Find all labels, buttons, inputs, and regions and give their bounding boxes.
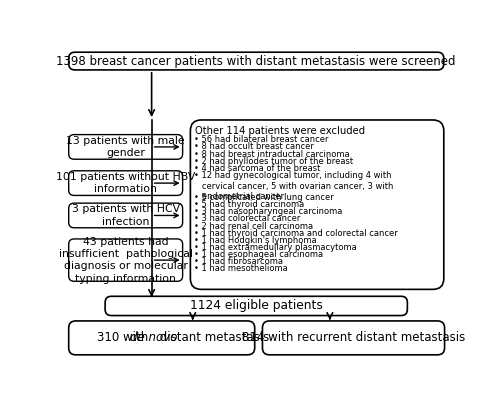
FancyBboxPatch shape [68, 135, 182, 159]
FancyBboxPatch shape [68, 171, 182, 195]
Text: • 3 had colorectal cancer: • 3 had colorectal cancer [194, 214, 300, 223]
Text: • 3 had nasopharyngeal carcinoma: • 3 had nasopharyngeal carcinoma [194, 208, 342, 216]
Text: • 1 had thyroid carcinoma and colorectal cancer: • 1 had thyroid carcinoma and colorectal… [194, 229, 398, 238]
Text: • 8 had occult breast cancer: • 8 had occult breast cancer [194, 142, 314, 152]
Text: • 1 had fibrosarcoma: • 1 had fibrosarcoma [194, 257, 283, 266]
Text: • 1 had Hodgkin's lymphoma: • 1 had Hodgkin's lymphoma [194, 236, 317, 245]
Text: • 1 had esophageal carcinoma: • 1 had esophageal carcinoma [194, 250, 324, 259]
Text: 310 with: 310 with [96, 331, 152, 345]
Text: Other 114 patients were excluded: Other 114 patients were excluded [195, 126, 365, 136]
Text: 13 patients with male
gender: 13 patients with male gender [66, 136, 185, 158]
FancyBboxPatch shape [190, 120, 444, 289]
Text: 1124 eligible patients: 1124 eligible patients [190, 299, 322, 312]
Text: • 1 had extramedullary plasmacytoma: • 1 had extramedullary plasmacytoma [194, 243, 357, 252]
Text: • 5 complicated with lung cancer: • 5 complicated with lung cancer [194, 193, 334, 202]
Text: 814 with recurrent distant metastasis: 814 with recurrent distant metastasis [242, 331, 465, 345]
Text: 3 patients with HCV
infection: 3 patients with HCV infection [72, 204, 180, 226]
Text: 101 patients without HBV
information: 101 patients without HBV information [56, 172, 196, 194]
Text: • 12 had gynecological tumor, including 4 with
   cervical cancer, 5 with ovaria: • 12 had gynecological tumor, including … [194, 171, 394, 201]
FancyBboxPatch shape [105, 296, 408, 316]
Text: • 5 had thyroid carcinoma: • 5 had thyroid carcinoma [194, 200, 304, 209]
Text: • 1 had mesothelioma: • 1 had mesothelioma [194, 264, 288, 273]
Text: • 56 had bilateral breast cancer: • 56 had bilateral breast cancer [194, 135, 329, 144]
FancyBboxPatch shape [68, 321, 254, 355]
FancyBboxPatch shape [262, 321, 444, 355]
Text: distant metastasis: distant metastasis [156, 331, 270, 345]
FancyBboxPatch shape [68, 52, 444, 70]
FancyBboxPatch shape [68, 239, 182, 281]
Text: • 2 had renal cell carcinoma: • 2 had renal cell carcinoma [194, 222, 314, 231]
Text: • 4 had sarcoma of the breast: • 4 had sarcoma of the breast [194, 164, 320, 173]
Text: • 8 had breast intraductal carcinoma: • 8 had breast intraductal carcinoma [194, 150, 350, 158]
Text: 43 patients had
insufficient  pathological
diagnosis or molecular
typing informa: 43 patients had insufficient pathologica… [58, 237, 192, 284]
FancyBboxPatch shape [68, 203, 182, 228]
Text: • 2 had phyllodes tumor of the breast: • 2 had phyllodes tumor of the breast [194, 157, 354, 166]
Text: de novo: de novo [130, 331, 178, 345]
Text: 1398 breast cancer patients with distant metastasis were screened: 1398 breast cancer patients with distant… [56, 54, 456, 68]
